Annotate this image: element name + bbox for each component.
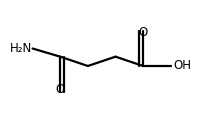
- Text: H₂N: H₂N: [10, 42, 33, 55]
- Text: OH: OH: [173, 59, 191, 72]
- Text: O: O: [56, 83, 65, 96]
- Text: O: O: [138, 26, 148, 39]
